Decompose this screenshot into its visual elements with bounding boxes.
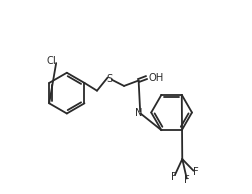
Text: F: F — [193, 167, 199, 177]
Text: F: F — [171, 171, 176, 182]
Text: OH: OH — [149, 73, 164, 83]
Text: F: F — [184, 175, 190, 185]
Text: N: N — [135, 107, 142, 118]
Text: S: S — [106, 74, 113, 84]
Text: Cl: Cl — [46, 56, 56, 66]
